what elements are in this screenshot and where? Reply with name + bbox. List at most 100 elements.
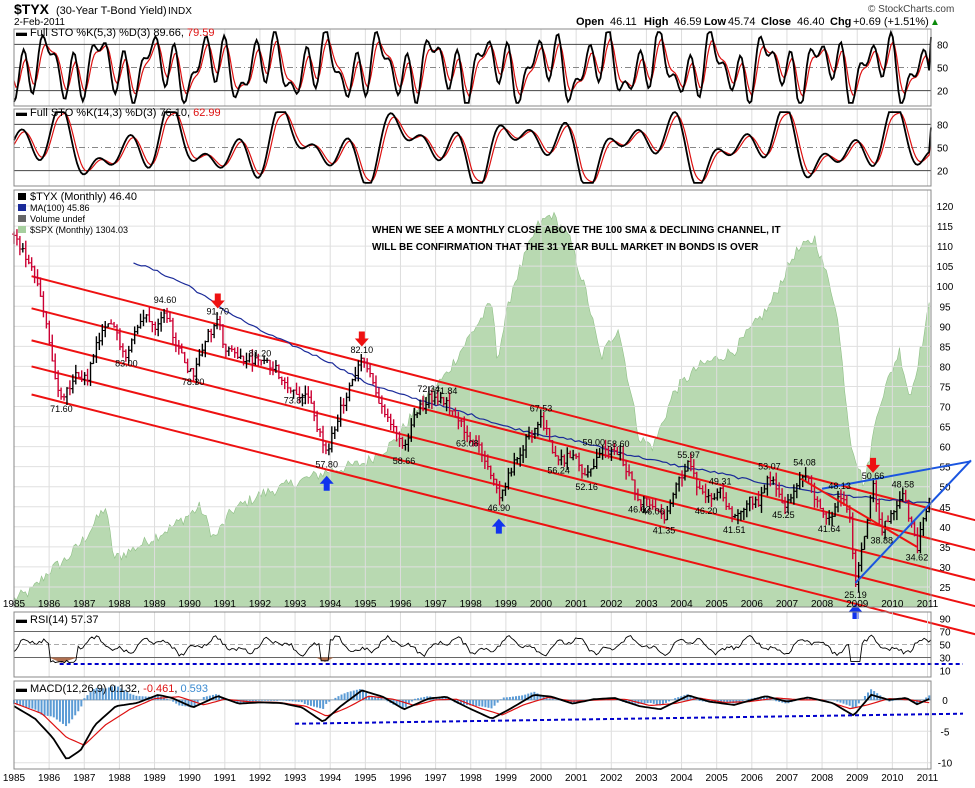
high-value: 46.59 bbox=[674, 16, 702, 28]
macd-hist-bar bbox=[374, 696, 377, 701]
low-value: 45.74 bbox=[728, 16, 756, 28]
macd-hist-bar bbox=[738, 699, 741, 702]
macd-hist-bar bbox=[294, 699, 297, 702]
macd-label: ▬ MACD(12,26,9) 0.132, -0.461, 0.593 bbox=[16, 683, 208, 695]
sto-label: ▬ Full STO %K(14,3) %D(3) 76.10, 62.99 bbox=[16, 107, 221, 119]
sto-tick-label: 20 bbox=[937, 87, 949, 98]
macd-hist-bar bbox=[358, 689, 361, 701]
macd-hist-bar bbox=[349, 691, 352, 701]
macd-hist-bar bbox=[368, 695, 371, 701]
macd-hist-bar bbox=[747, 698, 750, 701]
x-tick-label: 1990 bbox=[179, 599, 202, 610]
macd-label-main: ▬ MACD(12,26,9) 0.132, bbox=[16, 683, 143, 695]
rsi-tick-label: 30 bbox=[939, 654, 951, 665]
red-trendline bbox=[800, 477, 918, 548]
macd-hist-bar bbox=[413, 698, 416, 701]
macd-hist-bar bbox=[37, 699, 40, 713]
macd-hist-bar bbox=[312, 699, 315, 707]
macd-hist-bar bbox=[692, 697, 695, 701]
price-point-label: 63.08 bbox=[456, 438, 479, 448]
macd-hist-bar bbox=[141, 696, 144, 701]
macd-hist-bar bbox=[110, 686, 113, 701]
quote-line: Open 46.11 High 46.59 Low 45.74 Close 46… bbox=[576, 16, 940, 28]
price-tick-label: 70 bbox=[939, 403, 951, 414]
macd-hist-bar bbox=[833, 699, 836, 701]
macd-hist-bar bbox=[270, 699, 273, 701]
macd-hist-bar bbox=[16, 699, 19, 705]
macd-hist-bar bbox=[640, 699, 643, 704]
price-point-label: 53.07 bbox=[758, 461, 781, 471]
macd-hist-bar bbox=[698, 699, 701, 701]
price-point-label: 52.16 bbox=[575, 482, 598, 492]
macd-hist-bar bbox=[58, 699, 61, 722]
price-tick-label: 55 bbox=[939, 463, 951, 474]
price-point-label: 59.00 bbox=[582, 438, 605, 448]
macd-hist-bar bbox=[459, 699, 462, 705]
macd-hist-bar bbox=[267, 699, 270, 701]
x-tick-label: 1989 bbox=[143, 773, 166, 784]
price-point-label: 58.60 bbox=[607, 439, 630, 449]
macd-hist-bar bbox=[854, 699, 857, 707]
macd-hist-bar bbox=[386, 699, 389, 702]
macd-label-signal: -0.461 bbox=[143, 683, 174, 695]
rsi-panel: 90 70 50 30 10 ▬ RSI(14) 57.37 bbox=[13, 611, 963, 678]
macd-hist-bar bbox=[845, 699, 848, 705]
macd-hist-bar bbox=[475, 699, 478, 706]
high-label: High bbox=[644, 16, 669, 28]
macd-hist-bar bbox=[126, 691, 129, 701]
price-point-label: 41.64 bbox=[818, 524, 841, 534]
price-point-label: 81.20 bbox=[249, 349, 272, 359]
macd-hist-bar bbox=[778, 699, 781, 702]
price-point-label: 54.08 bbox=[793, 457, 816, 467]
x-tick-label: 1993 bbox=[284, 773, 307, 784]
legend-swatch bbox=[18, 215, 26, 222]
macd-hist-bar bbox=[649, 699, 652, 704]
sto-tick-label: 80 bbox=[937, 120, 949, 131]
macd-hist-bar bbox=[567, 699, 570, 703]
macd-hist-bar bbox=[187, 699, 190, 707]
macd-hist-bar bbox=[68, 699, 71, 724]
macd-hist-bar bbox=[123, 690, 126, 701]
macd-hist-bar bbox=[166, 698, 169, 701]
macd-label-sep: , bbox=[174, 683, 180, 695]
macd-hist-bar bbox=[46, 699, 49, 716]
macd-hist-bar bbox=[309, 699, 312, 706]
macd-hist-bar bbox=[80, 699, 83, 707]
macd-hist-bar bbox=[150, 696, 153, 701]
macd-hist-bar bbox=[319, 699, 322, 709]
x-tick-label: 1986 bbox=[38, 773, 61, 784]
macd-hist-bar bbox=[766, 696, 769, 701]
price-point-label: 72.34 bbox=[417, 384, 440, 394]
macd-hist-bar bbox=[508, 697, 511, 701]
price-tick-label: 110 bbox=[937, 242, 953, 253]
macd-hist-bar bbox=[380, 698, 383, 701]
price-point-label: 83.00 bbox=[115, 358, 138, 368]
sto-tick-label: 80 bbox=[937, 40, 949, 51]
open-value: 46.11 bbox=[610, 16, 637, 28]
spx-area bbox=[13, 211, 930, 608]
macd-hist-bar bbox=[836, 699, 839, 702]
macd-hist-bar bbox=[805, 697, 808, 701]
macd-hist-bar bbox=[466, 699, 469, 706]
macd-hist-bar bbox=[172, 699, 175, 702]
macd-hist-bar bbox=[52, 699, 55, 718]
macd-hist-bar bbox=[175, 699, 178, 704]
x-tick-label: 2002 bbox=[600, 773, 623, 784]
panel-frame bbox=[13, 28, 932, 107]
sto-k-line bbox=[13, 29, 932, 105]
price-point-label: 48.13 bbox=[828, 481, 851, 491]
macd-hist-bar bbox=[65, 699, 68, 727]
price-point-label: 50.66 bbox=[862, 471, 885, 481]
macd-hist-bar bbox=[101, 688, 104, 701]
macd-hist-bar bbox=[775, 699, 778, 702]
macd-hist-bar bbox=[912, 699, 915, 703]
macd-hist-bar bbox=[735, 699, 738, 703]
macd-hist-bar bbox=[499, 699, 502, 701]
x-axis-upper: 1985 1986 1987 1988 1989 1990 1991 1992 1993 1994… bbox=[3, 599, 939, 610]
macd-support-line bbox=[295, 712, 964, 725]
macd-hist-bar bbox=[325, 699, 328, 704]
macd-hist-bar bbox=[888, 699, 891, 702]
x-tick-label: 2007 bbox=[776, 599, 799, 610]
x-tick-label: 2001 bbox=[565, 773, 588, 784]
macd-hist-bar bbox=[239, 699, 242, 704]
